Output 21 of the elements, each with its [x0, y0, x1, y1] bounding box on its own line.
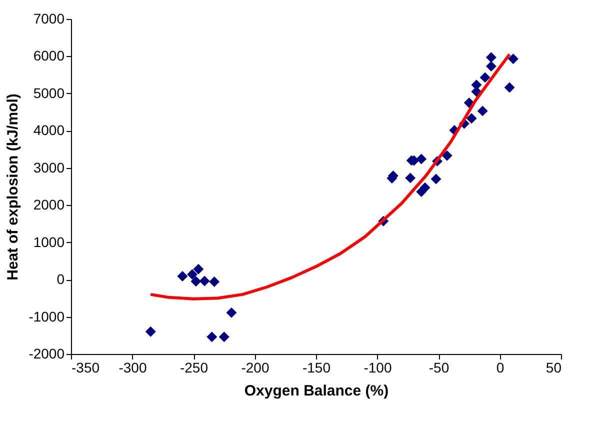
y-tick-label: 3000 — [33, 159, 65, 176]
y-tick-label: 5000 — [33, 84, 65, 101]
y-tick-label: -2000 — [28, 346, 65, 362]
y-axis-title: Heat of explosion (kJ/mol) — [4, 94, 22, 280]
x-axis-title: Oxygen Balance (%) — [244, 382, 389, 400]
y-tick-label: 2000 — [33, 196, 65, 213]
y-tick-label: 1000 — [33, 234, 65, 250]
y-tick-label: 0 — [56, 271, 65, 288]
x-tick-label: 0 — [496, 360, 504, 376]
y-tick-label: 4000 — [33, 122, 65, 138]
y-tick-label: 7000 — [33, 10, 65, 26]
y-tick-label: 6000 — [33, 48, 65, 64]
y-tick-label: -1000 — [28, 308, 65, 324]
x-tick-label: -200 — [241, 360, 270, 376]
x-tick-label: -300 — [118, 360, 147, 376]
x-tick-label: -150 — [302, 360, 331, 376]
x-tick-label: -100 — [364, 360, 392, 376]
x-tick-label: -350 — [72, 360, 100, 376]
x-tick-label: -50 — [428, 360, 450, 376]
x-tick-label: 50 — [546, 360, 562, 376]
x-tick-label: -250 — [180, 360, 208, 376]
